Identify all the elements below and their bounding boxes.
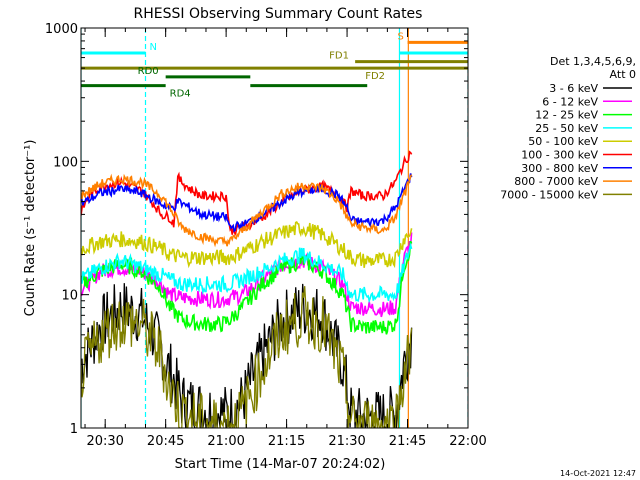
x-tick-label: 20:45 bbox=[147, 434, 184, 449]
legend-label-12-25-kev: 12 - 25 keV bbox=[535, 109, 598, 122]
legend-label-3-6-kev: 3 - 6 keV bbox=[549, 82, 598, 95]
legend-label-6-12-kev: 6 - 12 keV bbox=[542, 95, 598, 108]
plot-frame bbox=[80, 27, 469, 429]
legend-label-7000-15000-kev: 7000 - 15000 keV bbox=[500, 188, 598, 201]
series-line-25-50-kev bbox=[81, 242, 413, 304]
legend-header-line: Att 0 bbox=[610, 68, 636, 81]
series-line-300-800-kev bbox=[81, 173, 413, 233]
series-line-800-7000-kev bbox=[81, 173, 413, 248]
flag-label-fd2: FD2 bbox=[365, 71, 385, 82]
x-tick-label: 21:00 bbox=[207, 434, 244, 449]
y-tick-label: 10 bbox=[61, 289, 78, 304]
x-tick-label: 21:15 bbox=[268, 434, 305, 449]
series-line-7000-15000-kev bbox=[81, 286, 413, 428]
flag-label-s-label: S bbox=[398, 31, 404, 42]
flag-label-fd1: FD1 bbox=[329, 51, 349, 62]
series-line-3-6-kev bbox=[81, 283, 413, 428]
y-tick-label: 100 bbox=[53, 155, 78, 170]
y-tick-label: 1 bbox=[70, 422, 78, 437]
legend-label-25-50-kev: 25 - 50 keV bbox=[535, 122, 598, 135]
y-axis-label: Count Rate (s⁻¹ detector⁻¹) bbox=[23, 140, 38, 317]
chart-title: RHESSI Observing Summary Count Rates bbox=[134, 6, 423, 22]
flag-label-n: N bbox=[150, 42, 157, 53]
legend-label-50-100-kev: 50 - 100 keV bbox=[528, 135, 598, 148]
footer-timestamp: 14-Oct-2021 12:47 bbox=[560, 469, 636, 478]
x-tick-label: 20:30 bbox=[86, 434, 123, 449]
flag-label-rd0: RD0 bbox=[138, 66, 159, 77]
legend-label-300-800-kev: 300 - 800 keV bbox=[521, 162, 598, 175]
legend-header-line: Det 1,3,4,5,6,9, bbox=[550, 55, 636, 68]
series-line-50-100-kev bbox=[81, 220, 413, 269]
flag-label-rd4: RD4 bbox=[170, 89, 191, 100]
x-axis-label: Start Time (14-Mar-07 20:24:02) bbox=[175, 457, 386, 472]
x-tick-label: 21:30 bbox=[328, 434, 365, 449]
y-tick-label: 1000 bbox=[45, 22, 78, 37]
legend-label-800-7000-kev: 800 - 7000 keV bbox=[514, 175, 598, 188]
x-tick-label: 21:45 bbox=[389, 434, 426, 449]
legend-label-100-300-kev: 100 - 300 keV bbox=[521, 149, 598, 162]
x-tick-label: 22:00 bbox=[449, 434, 486, 449]
